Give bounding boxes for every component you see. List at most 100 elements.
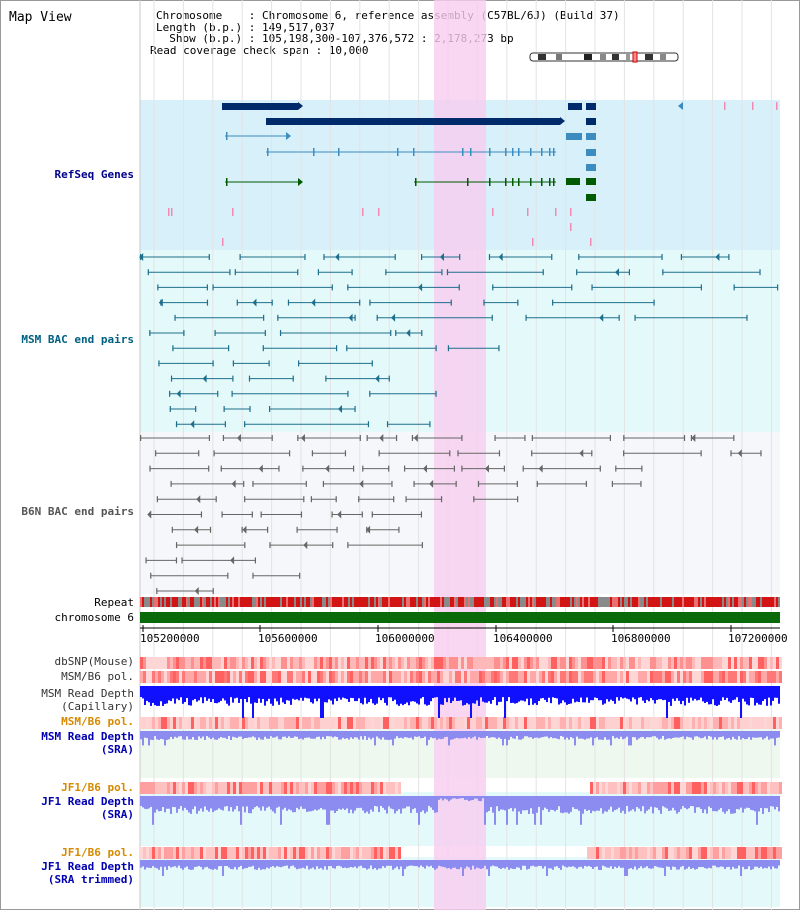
jf1-read-depth-sra-label[interactable]: JF1 Read Depth [41, 795, 134, 808]
polymorphism-cell [146, 717, 149, 729]
read-depth-bar [668, 686, 670, 702]
polymorphism-cell [338, 657, 341, 669]
polymorphism-cell [332, 657, 335, 669]
read-depth-bar [576, 686, 578, 702]
bac-end [172, 345, 174, 352]
read-depth-bar [752, 731, 754, 738]
dbsnp-label[interactable]: dbSNP(Mouse) [54, 655, 134, 668]
bac-end [450, 299, 452, 306]
read-depth-bar [404, 860, 406, 869]
read-depth-bar [740, 686, 742, 718]
polymorphism-cell [572, 657, 575, 669]
repeat-segment [486, 597, 488, 607]
read-depth-bar [278, 686, 280, 705]
read-depth-bar [430, 796, 432, 808]
repeat-segment [298, 597, 300, 607]
polymorphism-cell [314, 671, 317, 683]
read-depth-bar [730, 796, 732, 814]
gene-snp-mark [570, 208, 572, 216]
read-depth-bar [306, 686, 308, 699]
read-depth-bar [346, 860, 348, 869]
jf1-b6-pol-label[interactable]: JF1/B6 pol. [61, 781, 134, 794]
polymorphism-cell [299, 657, 302, 669]
polymorphism-cell [500, 717, 503, 729]
b6n-bac-label[interactable]: B6N BAC end pairs [21, 505, 134, 518]
msm-b6-pol-label[interactable]: MSM/B6 pol. [61, 670, 134, 683]
msm-read-depth-sra-label[interactable]: MSM Read Depth [41, 730, 134, 743]
polymorphism-cell [314, 657, 317, 669]
msm-b6-pol-sra-label[interactable]: MSM/B6 pol. [61, 715, 134, 728]
ideogram-band [538, 54, 546, 60]
polymorphism-cell [251, 717, 254, 729]
read-depth-bar [662, 860, 664, 868]
read-depth-bar [162, 731, 164, 740]
repeat-segment [162, 597, 164, 607]
polymorphism-cell [698, 847, 701, 859]
msm-read-depth-capillary-label[interactable]: MSM Read Depth [41, 687, 134, 700]
bac-end [354, 314, 356, 321]
read-depth-bar [602, 796, 604, 814]
read-depth-bar [414, 860, 416, 867]
polymorphism-cell [344, 717, 347, 729]
polymorphism-cell [767, 671, 770, 683]
read-depth-bar [564, 731, 566, 740]
polymorphism-cell [368, 717, 371, 729]
read-depth-bar [438, 860, 440, 866]
read-depth-bar [778, 731, 780, 738]
polymorphism-cell [149, 657, 152, 669]
repeat-segment [580, 597, 582, 607]
msm-bac-label[interactable]: MSM BAC end pairs [21, 333, 134, 346]
repeat-segment [382, 597, 384, 607]
read-depth-bar [446, 796, 448, 800]
repeat-segment [682, 597, 684, 607]
polymorphism-cell [452, 717, 455, 729]
read-depth-bar [444, 860, 446, 868]
polymorphism-cell [719, 671, 722, 683]
read-depth-bar [526, 796, 528, 811]
repeat-segment [288, 597, 290, 607]
polymorphism-cell [311, 782, 314, 794]
read-depth-bar [758, 731, 760, 738]
refseq-genes-label[interactable]: RefSeq Genes [54, 168, 134, 181]
polymorphism-cell [407, 657, 410, 669]
read-depth-bar [708, 686, 710, 705]
read-depth-bar [290, 860, 292, 867]
read-depth-bar [376, 796, 378, 807]
read-depth-bar [274, 796, 276, 814]
repeat-segment [664, 597, 666, 607]
polymorphism-cell [767, 717, 770, 729]
read-depth-bar [580, 796, 582, 825]
read-depth-bar [474, 686, 476, 704]
jf1-read-depth-trimmed-label[interactable]: JF1 Read Depth [41, 860, 134, 873]
repeat-segment [558, 597, 560, 607]
polymorphism-cell [587, 671, 590, 683]
read-depth-bar [678, 731, 680, 738]
polymorphism-cell [143, 847, 146, 859]
bac-end [157, 284, 159, 291]
polymorphism-cell [728, 671, 731, 683]
read-depth-bar [230, 686, 232, 698]
read-depth-bar [384, 796, 386, 810]
polymorphism-cell [344, 847, 347, 859]
read-depth-bar [556, 860, 558, 867]
polymorphism-cell [170, 671, 173, 683]
read-depth-bar [488, 796, 490, 811]
read-depth-bar [638, 686, 640, 698]
read-depth-bar [176, 686, 178, 699]
jf1-b6-pol-2-label[interactable]: JF1/B6 pol. [61, 846, 134, 859]
read-depth-bar [556, 731, 558, 739]
bac-end [347, 390, 349, 397]
bac-end [336, 526, 338, 533]
read-depth-bar [440, 796, 442, 799]
bac-end [352, 465, 355, 472]
bac-end [175, 421, 178, 428]
polymorphism-cell [383, 671, 386, 683]
polymorphism-cell [587, 847, 590, 859]
read-depth-bar [158, 796, 160, 812]
bac-orientation-arrow [715, 253, 720, 261]
read-depth-bar [618, 860, 620, 867]
repeat-segment [306, 597, 308, 607]
polymorphism-cell [518, 717, 521, 729]
read-depth-bar [680, 731, 682, 738]
